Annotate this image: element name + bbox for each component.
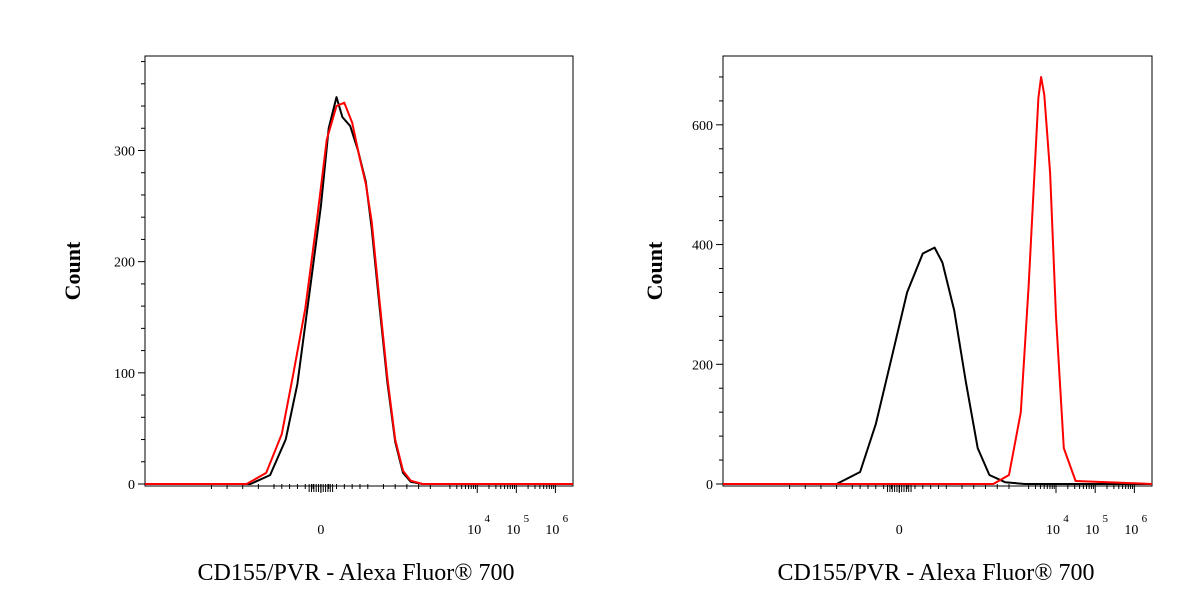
left-x-tick-exponent: 4 [484,513,490,525]
right-series-line-black [723,246,1152,485]
right-y-axis-title: Count [642,241,667,300]
left-x-tick-label: 0 [317,523,324,538]
right-y-tick-label: 200 [692,358,713,373]
left-x-axis-title: CD155/PVR - Alexa Fluor® 700 [198,560,515,586]
right-y-tick-label: 600 [692,119,713,134]
right-plot-frame [722,55,1153,487]
right-x-tick-label: 10 [1085,523,1099,538]
left-x-tick-label: 10 [467,523,481,538]
right-series [723,76,1153,485]
right-series-line-red [723,76,1153,485]
left-plot-frame [144,55,574,487]
right-x-tick-exponent: 4 [1063,513,1069,525]
left-series-line-black [145,96,573,485]
left-y-axis-title: Count [60,241,85,300]
left-x-tick-label: 10 [506,523,520,538]
left-y-tick-label: 200 [114,256,135,271]
right-y-tick-label: 400 [692,239,713,254]
left-x-tick-label: 10 [545,523,559,538]
left-y-tick-label: 300 [114,144,135,159]
right-x-tick-label: 10 [1046,523,1060,538]
right-y-tick-label: 0 [706,478,713,493]
left-y-tick-label: 100 [114,367,135,382]
right-x-tick-label: 0 [896,523,903,538]
right-x-tick-label: 10 [1124,523,1138,538]
right-x-tick-exponent: 6 [1142,513,1148,525]
left-series-line-red [145,101,573,485]
left-x-tick-exponent: 6 [563,513,569,525]
left-y-tick-label: 0 [128,478,135,493]
right-x-tick-exponent: 5 [1102,513,1108,525]
left-x-tick-exponent: 5 [524,513,530,525]
right-x-axis-title: CD155/PVR - Alexa Fluor® 700 [778,560,1095,586]
left-series [145,96,573,485]
